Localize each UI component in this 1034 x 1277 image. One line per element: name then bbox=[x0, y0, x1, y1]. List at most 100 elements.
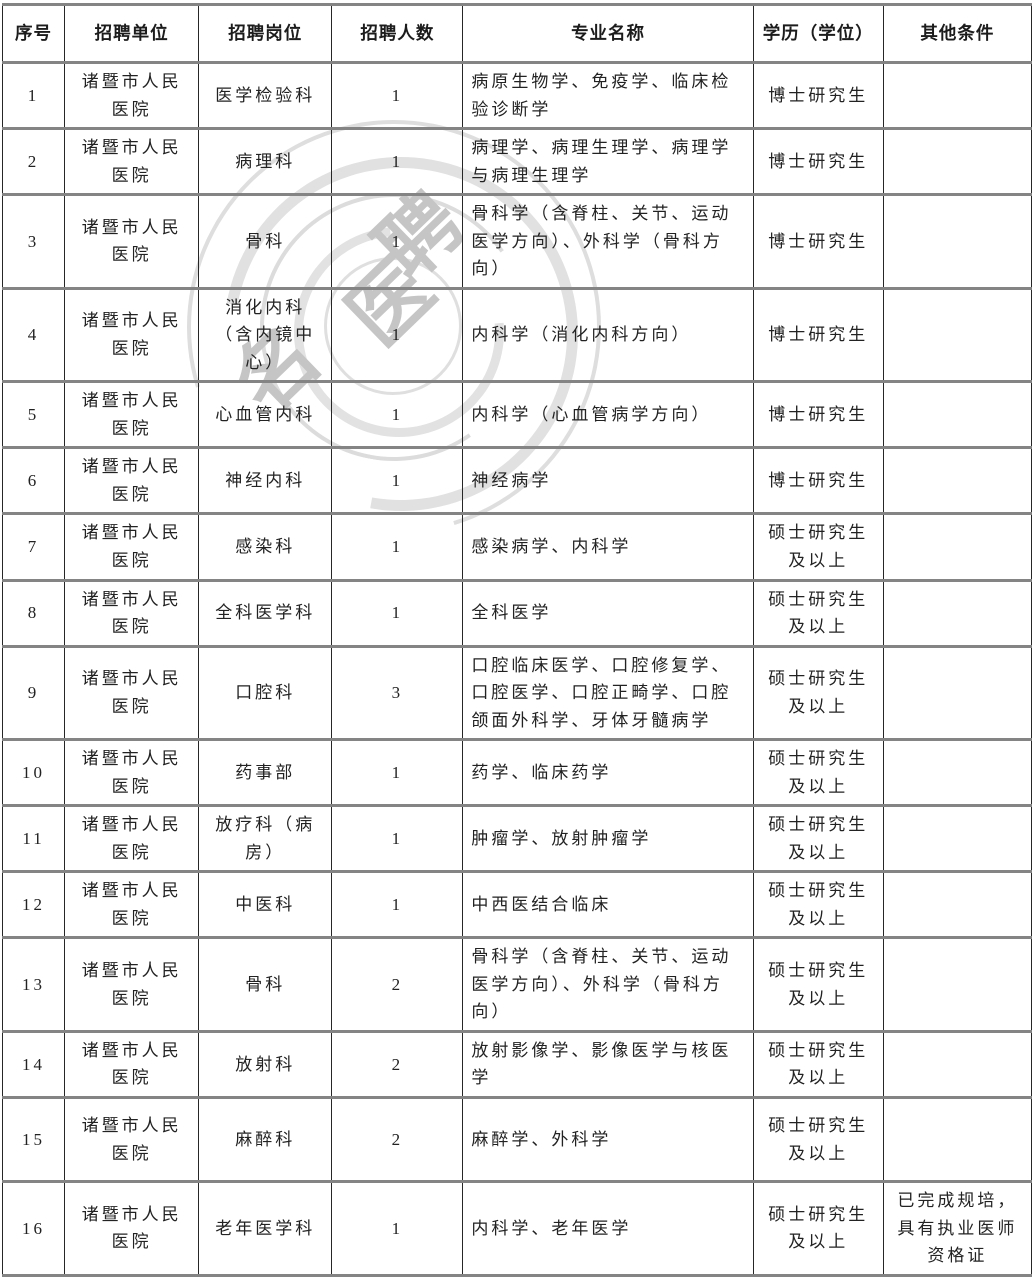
cell-count: 1 bbox=[331, 446, 464, 516]
cell-majors: 骨科学（含脊柱、关节、运动医学方向）、外科学（骨科方向） bbox=[462, 193, 754, 290]
cell-position: 麻醉科 bbox=[198, 1096, 333, 1183]
cell-no: 6 bbox=[1, 446, 66, 516]
cell-other bbox=[882, 804, 1033, 874]
cell-position: 全科医学科 bbox=[198, 578, 333, 648]
cell-majors: 内科学（消化内科方向） bbox=[462, 286, 754, 384]
cell-no: 3 bbox=[1, 193, 66, 290]
cell-no: 4 bbox=[1, 286, 66, 384]
cell-position: 中医科 bbox=[198, 870, 333, 940]
cell-majors: 肿瘤学、放射肿瘤学 bbox=[462, 804, 754, 874]
table-row: 10 诸暨市人民医院 药事部 1 药学、临床药学 硕士研究生及以上 bbox=[1, 738, 1033, 808]
cell-unit: 诸暨市人民医院 bbox=[64, 1029, 200, 1100]
table-row: 14 诸暨市人民医院 放射科 2 放射影像学、影像医学与核医学 硕士研究生及以上 bbox=[1, 1029, 1033, 1100]
cell-position: 骨科 bbox=[198, 936, 333, 1033]
cell-position: 神经内科 bbox=[198, 446, 333, 516]
col-header-no: 序号 bbox=[1, 3, 66, 64]
cell-other: 已完成规培，具有执业医师资格证 bbox=[882, 1180, 1033, 1277]
col-header-majors: 专业名称 bbox=[462, 3, 754, 64]
cell-no: 7 bbox=[1, 512, 66, 582]
cell-majors: 骨科学（含脊柱、关节、运动医学方向）、外科学（骨科方向） bbox=[462, 936, 754, 1033]
cell-no: 1 bbox=[1, 60, 66, 131]
cell-other bbox=[882, 936, 1033, 1033]
col-header-other: 其他条件 bbox=[882, 3, 1033, 64]
cell-position: 病理科 bbox=[198, 127, 333, 197]
cell-other bbox=[882, 127, 1033, 197]
table-row: 1 诸暨市人民医院 医学检验科 1 病原生物学、免疫学、临床检验诊断学 博士研究… bbox=[1, 60, 1033, 131]
cell-unit: 诸暨市人民医院 bbox=[64, 1180, 200, 1277]
cell-count: 2 bbox=[331, 1096, 464, 1183]
cell-position: 药事部 bbox=[198, 738, 333, 808]
cell-majors: 药学、临床药学 bbox=[462, 738, 754, 808]
cell-education: 硕士研究生及以上 bbox=[752, 512, 884, 582]
cell-unit: 诸暨市人民医院 bbox=[64, 738, 200, 808]
cell-education: 硕士研究生及以上 bbox=[752, 578, 884, 648]
cell-unit: 诸暨市人民医院 bbox=[64, 286, 200, 384]
cell-position: 心血管内科 bbox=[198, 380, 333, 450]
cell-count: 1 bbox=[331, 1180, 464, 1277]
col-header-count: 招聘人数 bbox=[331, 3, 464, 64]
cell-education: 博士研究生 bbox=[752, 193, 884, 290]
cell-majors: 内科学（心血管病学方向） bbox=[462, 380, 754, 450]
cell-majors: 病理学、病理生理学、病理学与病理生理学 bbox=[462, 127, 754, 197]
cell-unit: 诸暨市人民医院 bbox=[64, 936, 200, 1033]
cell-majors: 麻醉学、外科学 bbox=[462, 1096, 754, 1183]
table-row: 7 诸暨市人民医院 感染科 1 感染病学、内科学 硕士研究生及以上 bbox=[1, 512, 1033, 582]
cell-majors: 病原生物学、免疫学、临床检验诊断学 bbox=[462, 60, 754, 131]
table-row: 9 诸暨市人民医院 口腔科 3 口腔临床医学、口腔修复学、口腔医学、口腔正畸学、… bbox=[1, 644, 1033, 742]
cell-other bbox=[882, 644, 1033, 742]
table-row: 12 诸暨市人民医院 中医科 1 中西医结合临床 硕士研究生及以上 bbox=[1, 870, 1033, 940]
cell-unit: 诸暨市人民医院 bbox=[64, 127, 200, 197]
cell-education: 硕士研究生及以上 bbox=[752, 644, 884, 742]
cell-other bbox=[882, 1029, 1033, 1100]
cell-unit: 诸暨市人民医院 bbox=[64, 193, 200, 290]
cell-position: 老年医学科 bbox=[198, 1180, 333, 1277]
cell-position: 放射科 bbox=[198, 1029, 333, 1100]
cell-education: 博士研究生 bbox=[752, 127, 884, 197]
cell-count: 3 bbox=[331, 644, 464, 742]
cell-education: 硕士研究生及以上 bbox=[752, 804, 884, 874]
cell-unit: 诸暨市人民医院 bbox=[64, 60, 200, 131]
cell-unit: 诸暨市人民医院 bbox=[64, 380, 200, 450]
cell-no: 12 bbox=[1, 870, 66, 940]
table-row: 3 诸暨市人民医院 骨科 1 骨科学（含脊柱、关节、运动医学方向）、外科学（骨科… bbox=[1, 193, 1033, 290]
cell-no: 14 bbox=[1, 1029, 66, 1100]
cell-count: 1 bbox=[331, 512, 464, 582]
cell-position: 消化内科（含内镜中心） bbox=[198, 286, 333, 384]
cell-other bbox=[882, 1096, 1033, 1183]
cell-count: 1 bbox=[331, 127, 464, 197]
cell-count: 1 bbox=[331, 60, 464, 131]
cell-education: 硕士研究生及以上 bbox=[752, 936, 884, 1033]
cell-education: 硕士研究生及以上 bbox=[752, 1180, 884, 1277]
table-row: 15 诸暨市人民医院 麻醉科 2 麻醉学、外科学 硕士研究生及以上 bbox=[1, 1096, 1033, 1183]
col-header-position: 招聘岗位 bbox=[198, 3, 333, 64]
cell-other bbox=[882, 870, 1033, 940]
col-header-education: 学历（学位） bbox=[752, 3, 884, 64]
cell-majors: 内科学、老年医学 bbox=[462, 1180, 754, 1277]
cell-other bbox=[882, 60, 1033, 131]
cell-majors: 放射影像学、影像医学与核医学 bbox=[462, 1029, 754, 1100]
cell-position: 口腔科 bbox=[198, 644, 333, 742]
cell-other bbox=[882, 738, 1033, 808]
cell-education: 博士研究生 bbox=[752, 446, 884, 516]
cell-other bbox=[882, 512, 1033, 582]
cell-count: 1 bbox=[331, 286, 464, 384]
cell-majors: 口腔临床医学、口腔修复学、口腔医学、口腔正畸学、口腔颌面外科学、牙体牙髓病学 bbox=[462, 644, 754, 742]
cell-unit: 诸暨市人民医院 bbox=[64, 512, 200, 582]
table-row: 4 诸暨市人民医院 消化内科（含内镜中心） 1 内科学（消化内科方向） 博士研究… bbox=[1, 286, 1033, 384]
table-row: 6 诸暨市人民医院 神经内科 1 神经病学 博士研究生 bbox=[1, 446, 1033, 516]
cell-no: 5 bbox=[1, 380, 66, 450]
cell-education: 硕士研究生及以上 bbox=[752, 1029, 884, 1100]
cell-count: 1 bbox=[331, 193, 464, 290]
cell-education: 硕士研究生及以上 bbox=[752, 1096, 884, 1183]
cell-majors: 神经病学 bbox=[462, 446, 754, 516]
cell-education: 硕士研究生及以上 bbox=[752, 870, 884, 940]
cell-no: 15 bbox=[1, 1096, 66, 1183]
cell-unit: 诸暨市人民医院 bbox=[64, 644, 200, 742]
cell-other bbox=[882, 286, 1033, 384]
cell-other bbox=[882, 578, 1033, 648]
col-header-unit: 招聘单位 bbox=[64, 3, 200, 64]
cell-unit: 诸暨市人民医院 bbox=[64, 804, 200, 874]
cell-unit: 诸暨市人民医院 bbox=[64, 1096, 200, 1183]
cell-count: 1 bbox=[331, 804, 464, 874]
cell-education: 博士研究生 bbox=[752, 60, 884, 131]
